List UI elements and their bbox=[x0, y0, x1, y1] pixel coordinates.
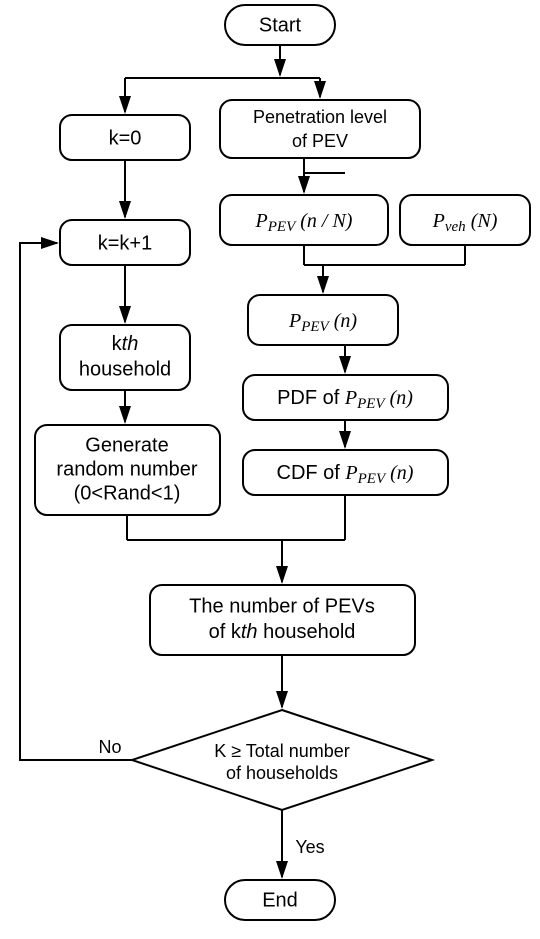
end-label: End bbox=[262, 889, 298, 911]
genrand-l2: random number bbox=[56, 458, 198, 480]
k0-label: k=0 bbox=[109, 127, 142, 149]
numpevs-l2: of kth household bbox=[209, 621, 356, 643]
no-label: No bbox=[98, 737, 121, 757]
yes-label: Yes bbox=[295, 837, 324, 857]
kth-hh-l1: kth bbox=[112, 333, 139, 355]
cdf-label: CDF of PPEV (n) bbox=[277, 462, 414, 488]
penlevel-l2: of PEV bbox=[292, 131, 348, 151]
penlevel-l1: Penetration level bbox=[253, 107, 387, 127]
pdf-label: PDF of PPEV (n) bbox=[277, 387, 413, 413]
kth-hh-l2: household bbox=[79, 358, 171, 380]
kplus1-label: k=k+1 bbox=[98, 232, 152, 254]
genrand-l1: Generate bbox=[85, 434, 168, 456]
genrand-l3: (0<Rand<1) bbox=[74, 482, 181, 504]
start-label: Start bbox=[259, 14, 302, 36]
decision-l1: K ≥ Total number bbox=[214, 741, 350, 761]
numpevs-l1: The number of PEVs bbox=[189, 595, 375, 617]
decision-l2: of households bbox=[226, 763, 338, 783]
